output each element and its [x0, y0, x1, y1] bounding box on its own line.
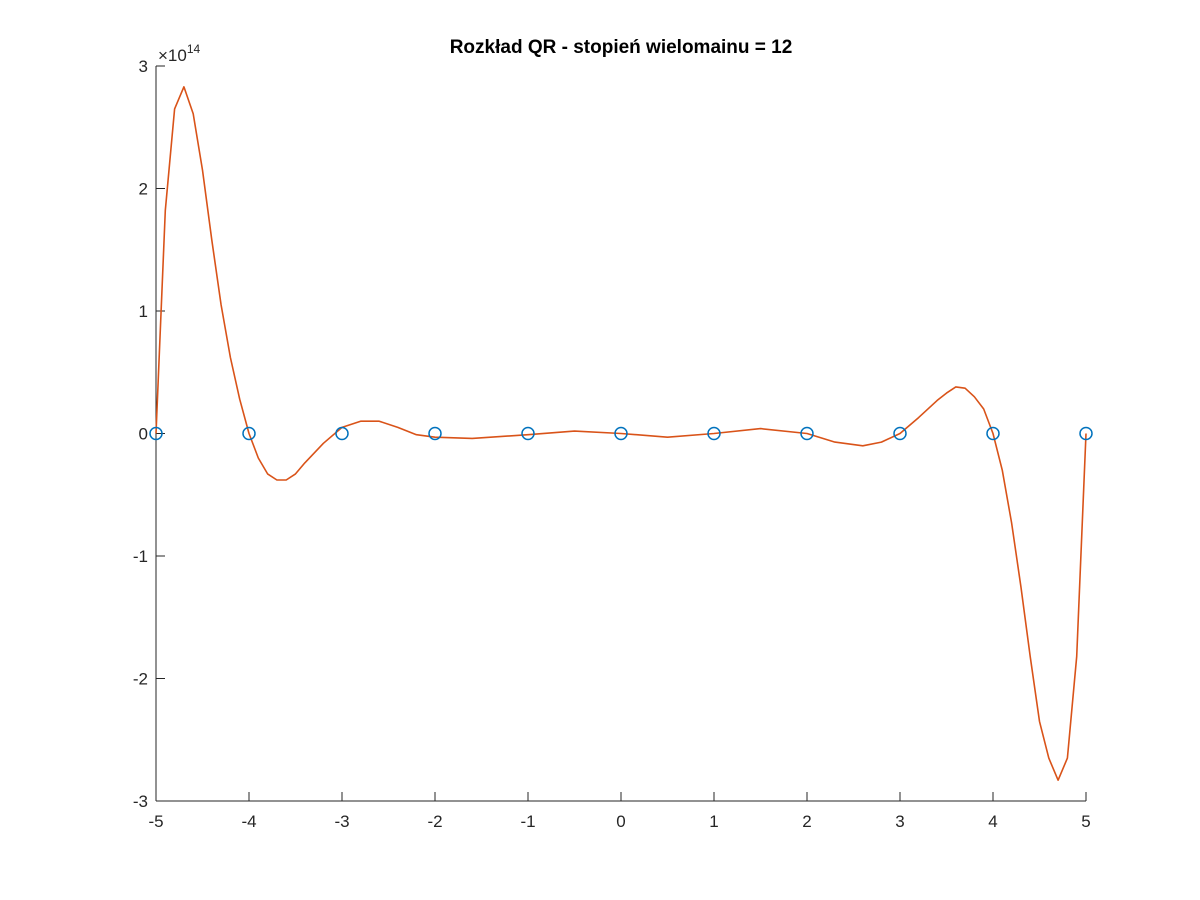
- y-tick-label: -2: [133, 670, 148, 689]
- x-axis-ticks: -5 -4 -3 -2 -1 0 1 2 3 4 5: [148, 792, 1091, 831]
- x-tick-label: -3: [334, 812, 349, 831]
- y-tick-label: 1: [139, 302, 148, 321]
- x-tick-label: 5: [1081, 812, 1090, 831]
- data-point-marker: [335, 426, 349, 441]
- data-point-marker: [707, 426, 721, 441]
- x-tick-label: 3: [895, 812, 904, 831]
- y-tick-label: 2: [139, 180, 148, 199]
- y-axis-exponent-label: ×1014: [158, 42, 201, 65]
- y-tick-label: -3: [133, 792, 148, 811]
- y-tick-label: -1: [133, 547, 148, 566]
- x-tick-label: 2: [802, 812, 811, 831]
- data-point-marker: [428, 426, 442, 441]
- x-tick-label: -5: [148, 812, 163, 831]
- x-tick-label: -4: [241, 812, 256, 831]
- data-point-marker: [986, 426, 1000, 441]
- x-tick-label: 0: [616, 812, 625, 831]
- y-axis-ticks: -3 -2 -1 0 1 2 3: [133, 57, 165, 811]
- y-exponent-power: 14: [187, 42, 201, 56]
- x-tick-label: 1: [709, 812, 718, 831]
- chart-title: Rozkład QR - stopień wielomainu = 12: [450, 37, 793, 58]
- data-point-marker: [800, 426, 814, 441]
- x-tick-label: -2: [427, 812, 442, 831]
- data-point-marker: [1079, 426, 1093, 441]
- y-exponent-base: ×10: [158, 46, 187, 65]
- y-tick-label: 3: [139, 57, 148, 76]
- data-point-marker: [242, 426, 256, 441]
- series-layer: [149, 86, 1093, 782]
- x-tick-label: -1: [520, 812, 535, 831]
- data-point-marker: [614, 426, 628, 441]
- series-line-interpolant: [155, 86, 1087, 782]
- data-point-marker: [521, 426, 535, 441]
- x-tick-label: 4: [988, 812, 997, 831]
- data-point-marker: [149, 426, 163, 441]
- data-point-marker: [893, 426, 907, 441]
- y-tick-label: 0: [139, 425, 148, 444]
